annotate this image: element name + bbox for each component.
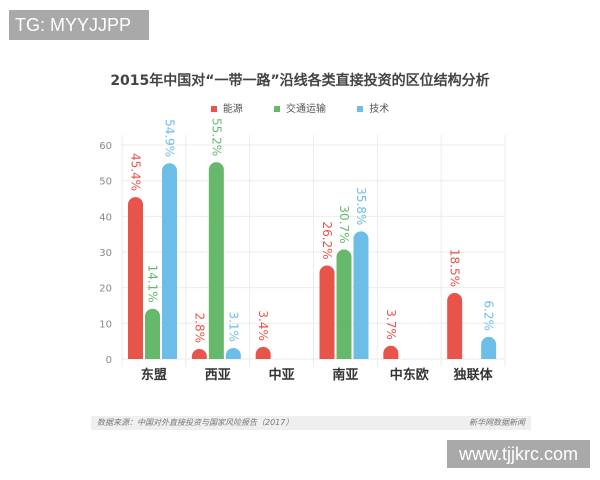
y-tick-label: 30 [99, 248, 112, 259]
x-tick-label: 西亚 [205, 368, 231, 383]
data-label: 55.2% [209, 118, 223, 156]
legend-item-energy: 能源 [210, 100, 243, 115]
legend: 能源 交通运输 技术 [0, 100, 600, 115]
data-label: 18.5% [448, 249, 462, 287]
bar-2 [481, 336, 497, 359]
y-tick-label: 60 [99, 141, 112, 152]
x-tick-label: 南亚 [332, 367, 358, 383]
data-label: 2.8% [192, 313, 206, 344]
bar-2 [162, 163, 177, 359]
data-label: 30.7% [337, 205, 351, 243]
bar-1 [145, 308, 160, 359]
data-label: 45.4% [129, 153, 143, 191]
bar-0 [319, 265, 335, 359]
y-tick-label: 10 [99, 319, 112, 330]
data-label: 3.1% [226, 311, 240, 342]
bar-0 [447, 293, 463, 359]
y-tick-label: 0 [106, 355, 112, 366]
legend-item-technology: 技术 [357, 100, 389, 115]
bar-2 [353, 231, 369, 359]
bar-1 [208, 162, 224, 359]
legend-label: 技术 [369, 104, 390, 115]
data-label: 3.7% [384, 309, 398, 340]
publisher-text: 新华网数据新闻 [469, 418, 525, 427]
bar-0 [383, 345, 399, 359]
data-label: 6.2% [482, 300, 496, 331]
x-tick-label: 东盟 [141, 367, 167, 383]
bar-0 [128, 197, 143, 359]
legend-swatch [357, 106, 364, 112]
data-label: 26.2% [320, 221, 334, 259]
bar-0 [191, 349, 207, 359]
legend-item-transport: 交通运输 [274, 100, 326, 115]
watermark-top-left: TG: MYYJJPP [9, 10, 149, 40]
x-tick-label: 中东欧 [390, 367, 429, 383]
x-tick-label: 中亚 [269, 367, 295, 383]
legend-label: 交通运输 [286, 104, 326, 115]
source-bar: 数据来源：中国对外直接投资与国家风险报告（2017） 新华网数据新闻 [91, 416, 531, 430]
legend-label: 能源 [222, 104, 243, 115]
y-tick-label: 40 [99, 212, 112, 223]
watermark-bottom-right: www.tjjkrc.com [447, 440, 590, 468]
chart-title: 2015年中国对“一带一路”沿线各类直接投资的区位结构分析 [110, 73, 490, 89]
data-label: 3.4% [256, 310, 270, 341]
legend-swatch [274, 106, 280, 112]
data-label: 54.9% [163, 119, 177, 157]
legend-swatch [210, 106, 217, 112]
data-label: 35.8% [354, 187, 368, 225]
bar-0 [255, 346, 271, 359]
x-tick-label: 独联体 [454, 367, 494, 383]
y-tick-label: 50 [99, 177, 112, 188]
y-tick-label: 20 [99, 284, 112, 295]
source-text: 数据来源：中国对外直接投资与国家风险报告（2017） [97, 418, 294, 427]
bar-2 [225, 347, 241, 359]
bar-1 [336, 249, 352, 359]
data-label: 14.1% [146, 265, 160, 303]
